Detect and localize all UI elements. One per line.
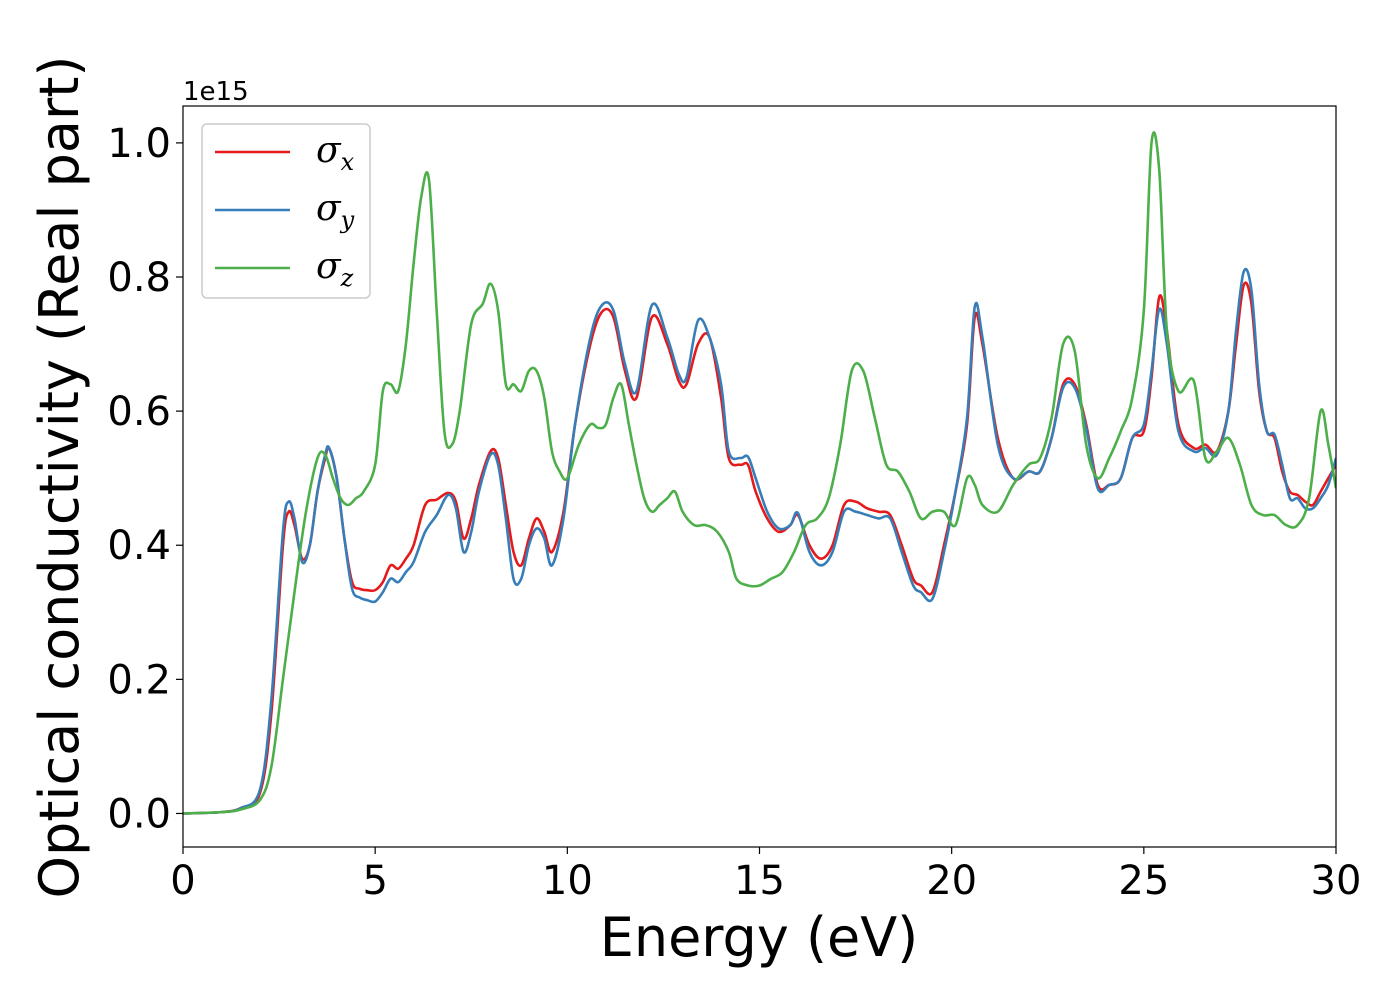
y-offset-text: 1e15 (183, 77, 249, 107)
series-line-z (183, 131, 1336, 815)
y-tick-label: 0.8 (107, 255, 171, 301)
x-tick-label: 0 (170, 858, 195, 904)
x-axis-label: Energy (eV) (600, 906, 919, 969)
x-tick-label: 15 (734, 858, 785, 904)
y-axis-ticks: 0.0 0.2 0.4 0.6 0.8 1.0 (107, 121, 183, 837)
y-tick-label: 0.6 (107, 389, 171, 435)
x-tick-label: 5 (362, 858, 387, 904)
x-axis-ticks: 0 5 10 15 20 25 30 (170, 847, 1361, 904)
y-tick-label: 0.2 (107, 657, 171, 703)
y-tick-label: 0.4 (107, 523, 171, 569)
x-tick-label: 20 (926, 858, 977, 904)
y-tick-label: 0.0 (107, 791, 171, 837)
x-tick-label: 25 (1118, 858, 1169, 904)
y-axis-label: Optical conductivity (Real part) (28, 56, 91, 899)
x-tick-label: 10 (542, 858, 593, 904)
series-layer (183, 131, 1336, 815)
y-tick-label: 1.0 (107, 121, 171, 167)
x-tick-label: 30 (1311, 858, 1362, 904)
